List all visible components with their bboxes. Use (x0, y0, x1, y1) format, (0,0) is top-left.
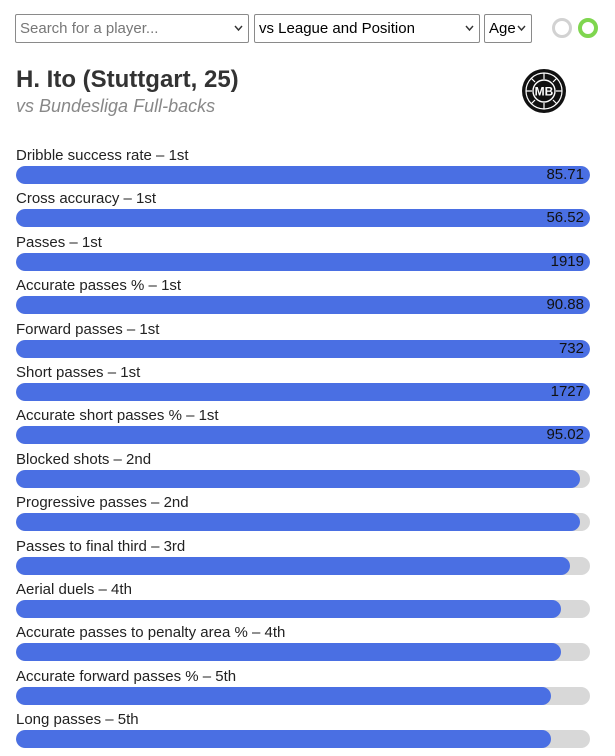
metric-value: 1919 (550, 252, 584, 270)
metric-label: Short passes – 1st (16, 363, 141, 381)
percentile-bar-track (16, 643, 590, 662)
comparison-select[interactable]: vs League and Position (254, 14, 480, 43)
percentile-bar-track: 95.02 (16, 426, 590, 445)
chevron-down-icon (234, 24, 243, 32)
metric-row: Passes to final third – 3rd (16, 538, 591, 581)
metric-row: Accurate short passes % – 1st 95.02 (16, 407, 591, 450)
metric-row: Passes – 1st 1919 (16, 234, 591, 277)
chevron-down-icon (517, 24, 526, 32)
percentile-bar-fill: 85.71 (16, 166, 590, 184)
metric-row: Blocked shots – 2nd (16, 451, 591, 494)
percentile-bar-fill: 1727 (16, 382, 590, 401)
chevron-down-icon (465, 24, 474, 32)
percentile-bar-fill: 1919 (16, 252, 590, 271)
metric-row: Accurate passes to penalty area % – 4th (16, 624, 591, 667)
metric-label: Dribble success rate – 1st (16, 147, 189, 164)
metric-label: Forward passes – 1st (16, 320, 160, 338)
percentile-bar-fill (16, 599, 561, 618)
percentile-bar-track (16, 556, 590, 575)
percentile-bar-fill (16, 730, 551, 749)
metric-label: Progressive passes – 2nd (16, 494, 189, 512)
percentile-bar-track: 1727 (16, 382, 590, 401)
metric-value: 56.52 (546, 209, 584, 227)
toggle-off-button[interactable] (552, 18, 572, 38)
metric-row: Aerial duels – 4th (16, 581, 591, 624)
percentile-bar-track: 1919 (16, 252, 590, 271)
percentile-bar-fill: 56.52 (16, 209, 590, 228)
metric-label: Passes – 1st (16, 233, 102, 251)
percentile-bar-track (16, 730, 590, 749)
metric-value: 1727 (550, 382, 584, 400)
metric-row: Forward passes – 1st 732 (16, 321, 591, 364)
percentile-bar-fill: 732 (16, 339, 590, 358)
percentile-bar-fill (16, 643, 561, 662)
player-header: H. Ito (Stuttgart, 25) vs Bundesliga Ful… (16, 66, 576, 117)
metric-label: Accurate forward passes % – 5th (16, 667, 237, 685)
percentile-bar-track (16, 599, 590, 618)
percentile-bar-fill (16, 469, 581, 488)
search-placeholder: Search for a player... (20, 20, 159, 37)
toggle-on-button[interactable] (578, 18, 598, 38)
percentile-bar-fill (16, 556, 571, 575)
metric-row: Dribble success rate – 1st 85.71 (16, 147, 591, 190)
metric-label: Blocked shots – 2nd (16, 450, 152, 468)
comparison-value: vs League and Position (259, 20, 415, 37)
metric-row: Short passes – 1st 1727 (16, 364, 591, 407)
svg-text:MB: MB (535, 85, 554, 99)
metric-label: Long passes – 5th (16, 711, 139, 729)
percentile-bar-track: 56.52 (16, 209, 590, 228)
comparison-subtitle: vs Bundesliga Full-backs (16, 96, 216, 116)
percentile-bar-track (16, 686, 590, 705)
percentile-bar-fill (16, 513, 581, 532)
percentile-bar-track (16, 469, 590, 488)
brand-logo: MB (521, 68, 567, 114)
percentile-bar-track: 85.71 (16, 166, 590, 184)
percentile-bar-fill (16, 686, 551, 705)
metric-label: Accurate short passes % – 1st (16, 407, 219, 425)
metric-label: Aerial duels – 4th (16, 580, 132, 598)
percentile-bar-track (16, 513, 590, 532)
page-title: H. Ito (Stuttgart, 25) (16, 66, 239, 93)
percentile-bar-track: 90.88 (16, 296, 590, 315)
metric-row: Accurate passes % – 1st 90.88 (16, 277, 591, 320)
metric-value: 90.88 (546, 296, 584, 314)
metric-value: 95.02 (546, 426, 584, 444)
age-value: Age (489, 20, 516, 37)
metric-label: Passes to final third – 3rd (16, 537, 186, 555)
metric-row: Cross accuracy – 1st 56.52 (16, 190, 591, 233)
metric-row: Long passes – 5th (16, 711, 591, 754)
toolbar: Search for a player... vs League and Pos… (15, 14, 600, 44)
metric-label: Accurate passes to penalty area % – 4th (16, 624, 286, 642)
age-select[interactable]: Age (484, 14, 532, 43)
metrics-list: Dribble success rate – 1st 85.71 Cross acc… (16, 147, 591, 754)
metric-value: 85.71 (546, 166, 584, 183)
player-search-input[interactable]: Search for a player... (15, 14, 249, 43)
metric-label: Cross accuracy – 1st (16, 190, 157, 208)
percentile-bar-fill: 90.88 (16, 296, 590, 315)
metric-row: Progressive passes – 2nd (16, 494, 591, 537)
percentile-bar-track: 732 (16, 339, 590, 358)
percentile-bar-fill: 95.02 (16, 426, 590, 445)
metric-label: Accurate passes % – 1st (16, 277, 182, 295)
metric-value: 732 (558, 339, 584, 357)
metric-row: Accurate forward passes % – 5th (16, 668, 591, 711)
